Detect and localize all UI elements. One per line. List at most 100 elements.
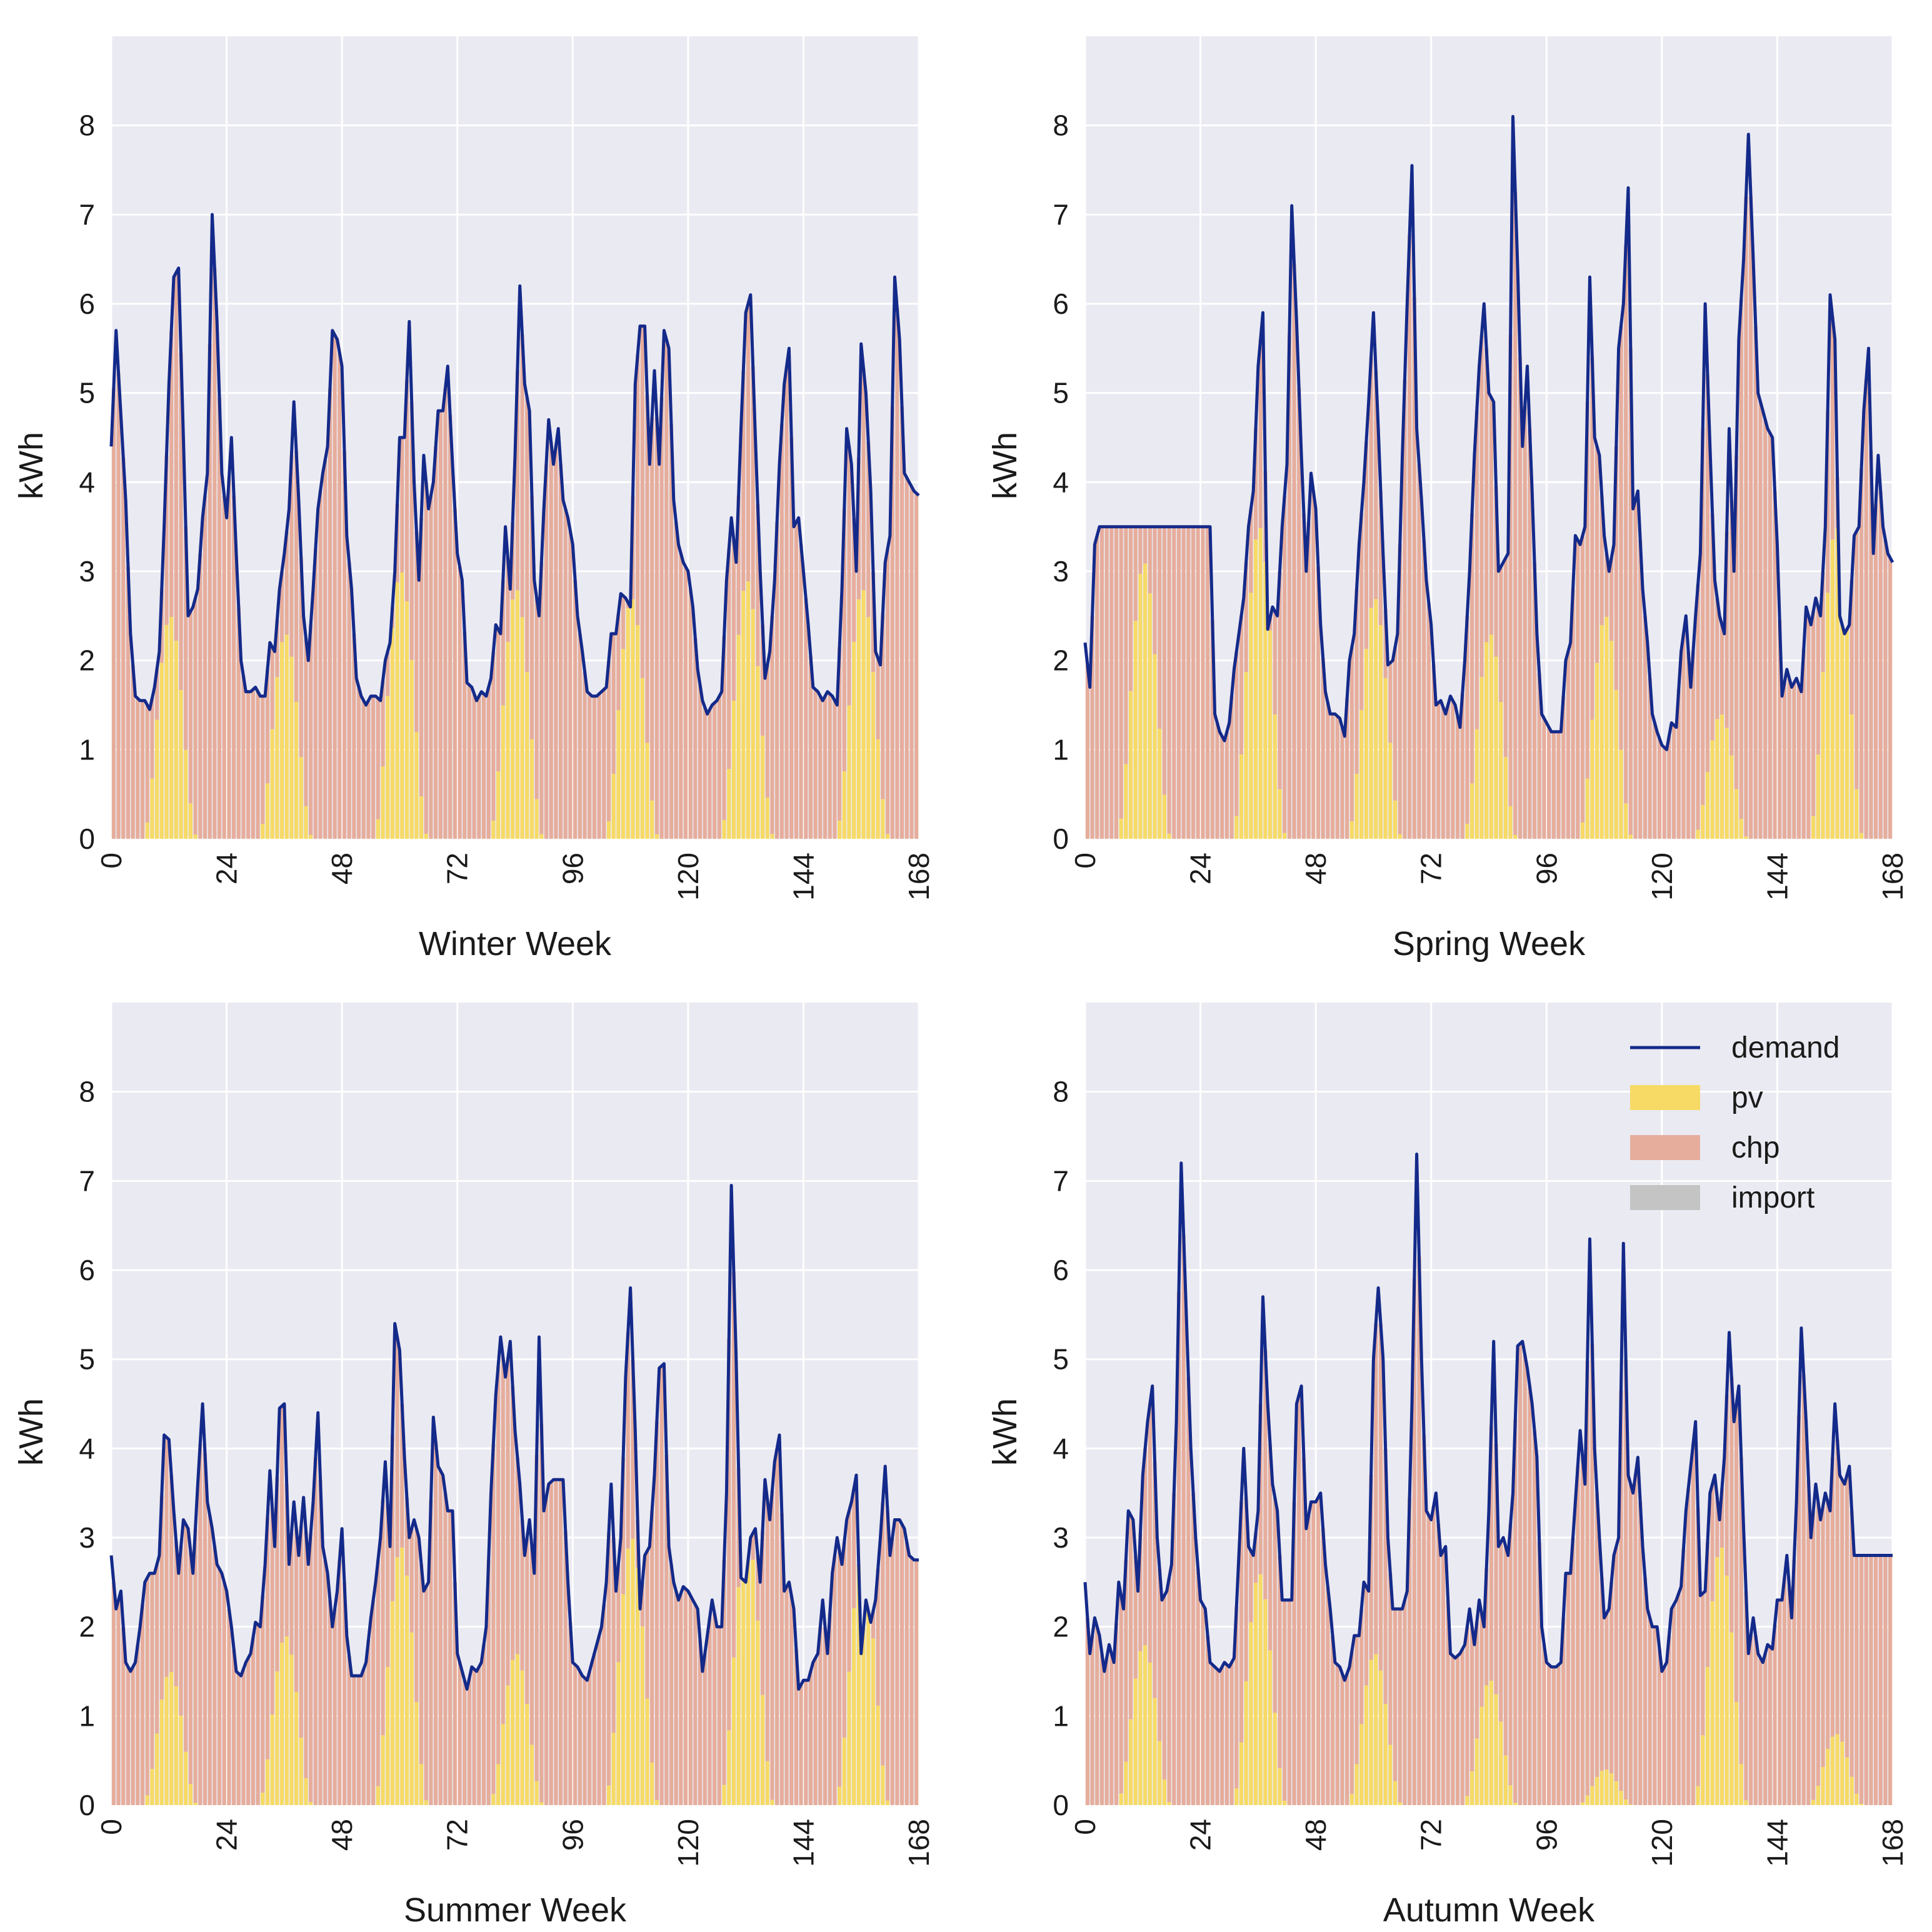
chp-bar <box>1648 1618 1652 1805</box>
demand-line <box>109 213 920 716</box>
chp-bar <box>1874 1555 1878 1805</box>
pv-bar <box>1133 1678 1138 1805</box>
chp-bar <box>1662 1666 1666 1805</box>
chp-bar <box>429 1499 433 1805</box>
chp-bar <box>409 401 414 661</box>
chp-bar <box>448 1511 453 1805</box>
chp-bar <box>588 1671 592 1805</box>
chp-bar <box>621 596 626 649</box>
pv-bar <box>838 820 842 839</box>
pv-bar <box>626 1548 630 1805</box>
pv-bar <box>1239 1742 1244 1805</box>
chp-bar <box>1403 379 1407 839</box>
pv-bar <box>1283 833 1287 839</box>
chp-bar <box>1604 1613 1609 1770</box>
chp-bar <box>1518 357 1523 839</box>
pv-bar <box>1484 642 1489 839</box>
pv-bar <box>261 824 265 839</box>
chp-bar <box>1869 451 1873 839</box>
chp-bar <box>404 379 409 601</box>
chp-bar <box>1095 1626 1099 1805</box>
pv-bar <box>491 820 496 839</box>
chp-bar <box>751 1533 755 1560</box>
chp-bar <box>246 1658 251 1805</box>
pv-bar <box>376 1786 380 1805</box>
y-tick-label: 5 <box>79 377 95 409</box>
chp-bar <box>1460 694 1464 839</box>
chp-bar <box>1210 620 1214 839</box>
chp-bar <box>1263 1350 1268 1599</box>
pv-bar <box>756 666 760 839</box>
pv-bar <box>838 1786 842 1805</box>
chp-bar <box>1162 526 1166 795</box>
pv-bar <box>1354 1764 1359 1805</box>
pv-bar <box>842 1738 846 1805</box>
pv-bar <box>770 834 774 839</box>
pv-bar <box>654 1800 659 1805</box>
pv-bar <box>1398 1802 1402 1805</box>
chp-bar <box>741 371 746 591</box>
chp-bar <box>1244 1497 1248 1681</box>
x-axis-label: Winter Week <box>419 925 612 963</box>
y-tick-label: 2 <box>1053 644 1069 677</box>
pv-bar <box>506 642 510 839</box>
chp-bar <box>1859 1555 1864 1804</box>
chp-bar <box>1158 1568 1162 1741</box>
chp-bar <box>1206 1635 1210 1805</box>
pv-bar <box>885 834 890 839</box>
chp-bar <box>1470 513 1474 784</box>
legend: demand pv chp import <box>1630 1031 1839 1214</box>
demand-line <box>1083 1153 1893 1682</box>
chp-bar <box>713 1613 717 1805</box>
pv-bar <box>751 609 755 839</box>
chp-bar <box>770 616 774 834</box>
pv-bar <box>1364 649 1368 839</box>
pv-bar <box>1494 656 1498 839</box>
chp-bar <box>688 589 693 839</box>
pv-bar <box>1826 1749 1830 1805</box>
chp-bar <box>116 373 121 839</box>
pv-bar <box>1811 816 1816 839</box>
chp-bar <box>438 411 443 839</box>
chp-bar <box>1494 1444 1498 1694</box>
chp-bar <box>621 1457 626 1594</box>
pv-bar <box>529 1744 534 1805</box>
chp-bar <box>217 397 222 839</box>
chp-bar <box>333 334 337 839</box>
chp-bar <box>1167 1578 1171 1803</box>
chp-bar <box>1869 1555 1873 1805</box>
chp-bar <box>1719 1488 1724 1548</box>
pv-bar <box>529 739 534 839</box>
chp-bar <box>1888 558 1893 839</box>
pv-bar <box>1739 819 1743 839</box>
demand-line <box>109 1184 919 1691</box>
chp-bar <box>1667 736 1671 839</box>
chp-bar <box>145 1578 149 1796</box>
pv-bar <box>1148 593 1152 839</box>
chp-bar <box>833 700 837 839</box>
pv-bar <box>395 582 399 839</box>
pv-bar <box>501 705 505 839</box>
pv-bar <box>1696 829 1700 839</box>
chp-bar <box>703 1653 707 1805</box>
chp-bar <box>1326 1586 1330 1805</box>
pv-bar <box>616 1662 621 1805</box>
chp-bar <box>1744 1591 1748 1801</box>
chp-bar <box>813 1658 818 1805</box>
chp-bar <box>1566 1573 1570 1805</box>
chp-bar <box>592 1653 596 1805</box>
chp-bar <box>583 1678 587 1805</box>
pv-bar <box>1628 834 1633 839</box>
chp-bar <box>1196 1568 1200 1805</box>
pv-bar <box>1705 1667 1709 1805</box>
chp-bar <box>727 549 731 769</box>
chp-bar <box>1686 651 1691 839</box>
chp-bar <box>424 482 428 834</box>
pv-bar <box>1719 1548 1724 1805</box>
chp-bar <box>765 664 769 798</box>
chp-bar <box>708 1618 712 1805</box>
plot-area <box>1085 36 1893 839</box>
chp-bar <box>1085 1618 1089 1805</box>
chp-bar <box>1719 624 1724 715</box>
chp-bar <box>1590 1343 1594 1786</box>
